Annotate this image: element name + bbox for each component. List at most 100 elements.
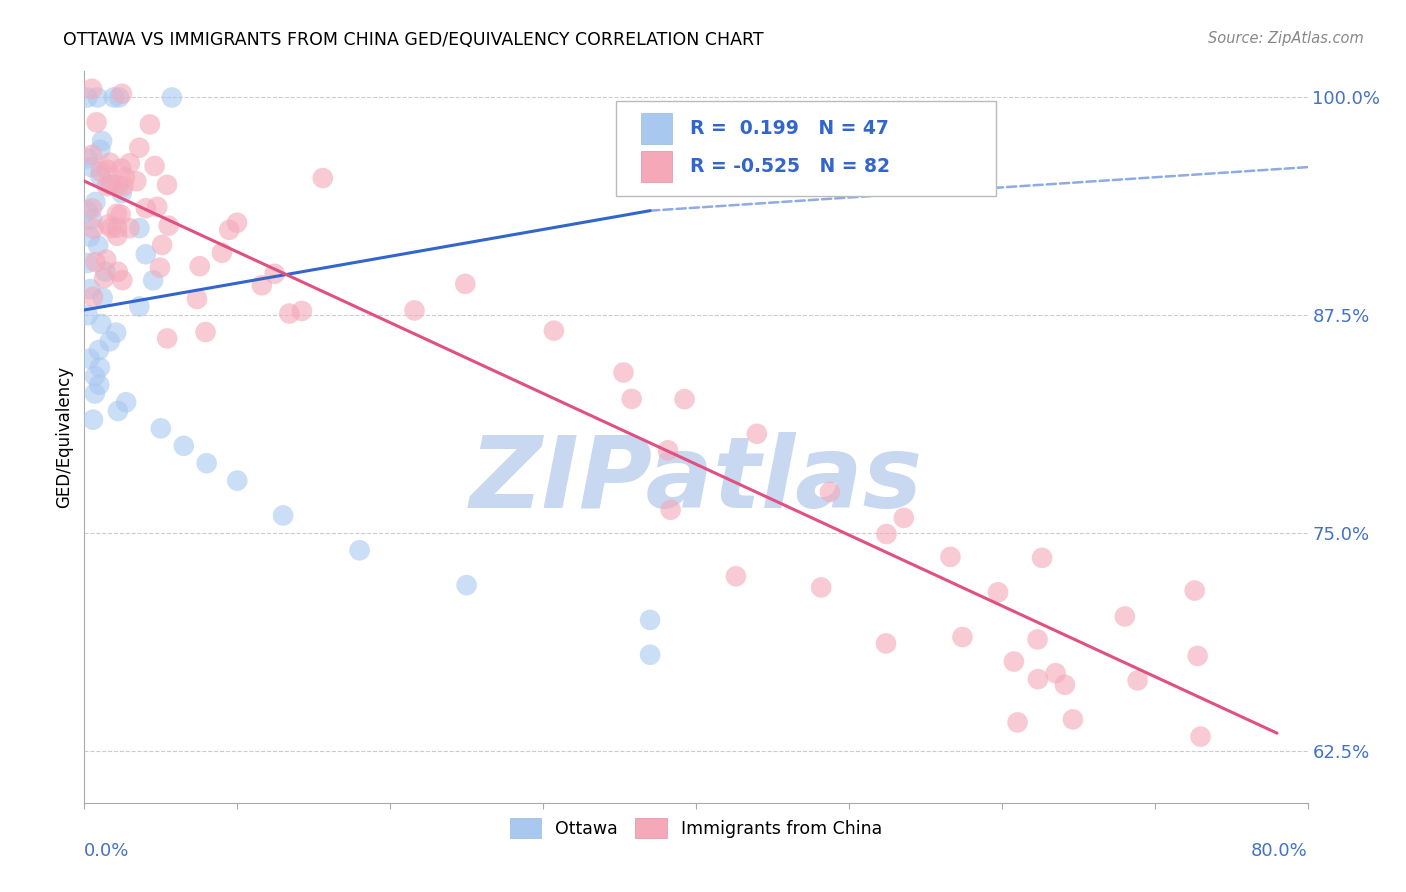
Point [157,219,180,233]
Point [149,260,172,275]
Y-axis label: GED/Equivalency: GED/Equivalency [55,366,73,508]
Point [100,221,122,235]
Point [84,369,107,384]
Text: 0.0%: 0.0% [84,842,129,860]
Point [1026,632,1049,647]
Bar [641,151,672,182]
Point [1114,609,1136,624]
Point [612,366,634,380]
Point [1126,673,1149,688]
Point [143,159,166,173]
Point [952,630,974,644]
Point [118,221,141,235]
Point [404,303,426,318]
Point [135,201,157,215]
Point [312,171,335,186]
Point [173,439,195,453]
Point [107,404,129,418]
Point [108,90,131,104]
Bar [641,113,672,144]
Text: Source: ZipAtlas.com: Source: ZipAtlas.com [1208,31,1364,46]
Point [86,115,108,129]
Point [278,307,301,321]
Point [659,503,682,517]
Point [657,443,679,458]
Point [94,265,117,279]
Point [89,377,111,392]
Point [89,360,111,375]
Point [160,90,183,104]
Point [291,304,314,318]
Point [90,317,112,331]
Point [128,300,150,314]
Text: ZIPatlas: ZIPatlas [470,433,922,530]
Point [115,395,138,409]
Point [263,267,285,281]
Point [82,212,104,227]
Point [107,265,129,279]
Point [105,326,128,340]
Point [101,178,124,192]
Point [80,148,103,162]
Point [638,613,661,627]
Point [673,392,696,406]
Point [111,186,134,201]
Point [79,229,101,244]
Point [1053,678,1076,692]
Point [620,392,643,406]
FancyBboxPatch shape [616,101,995,195]
Point [156,178,179,192]
Point [110,208,132,222]
Point [987,585,1010,599]
Point [250,278,273,293]
Point [142,273,165,287]
Point [893,511,915,525]
Point [87,343,110,357]
Point [939,549,962,564]
Point [91,291,114,305]
Point [87,238,110,252]
Point [226,474,249,488]
Point [110,161,132,176]
Point [91,134,114,148]
Point [456,578,478,592]
Point [83,386,105,401]
Point [112,179,135,194]
Point [80,202,103,216]
Point [186,292,208,306]
Point [89,169,111,183]
Point [76,152,98,166]
Point [724,569,747,583]
Point [93,271,115,285]
Point [82,221,104,235]
Point [114,170,136,185]
Point [195,456,218,470]
Point [107,178,129,193]
Point [90,164,112,178]
Point [86,90,108,104]
Point [1031,550,1053,565]
Point [194,325,217,339]
Text: R = -0.525   N = 82: R = -0.525 N = 82 [690,157,890,176]
Point [149,421,172,435]
Point [128,141,150,155]
Point [82,290,104,304]
Point [76,203,98,218]
Point [96,252,118,267]
Point [82,412,104,426]
Point [111,87,134,101]
Point [638,648,661,662]
Point [76,308,98,322]
Text: 80.0%: 80.0% [1251,842,1308,860]
Point [105,207,128,221]
Point [1007,715,1029,730]
Point [745,426,768,441]
Point [139,118,162,132]
Point [80,82,103,96]
Text: OTTAWA VS IMMIGRANTS FROM CHINA GED/EQUIVALENCY CORRELATION CHART: OTTAWA VS IMMIGRANTS FROM CHINA GED/EQUI… [63,31,763,49]
Point [211,245,233,260]
Point [125,174,148,188]
Point [1062,712,1084,726]
Point [810,581,832,595]
Point [98,334,121,349]
